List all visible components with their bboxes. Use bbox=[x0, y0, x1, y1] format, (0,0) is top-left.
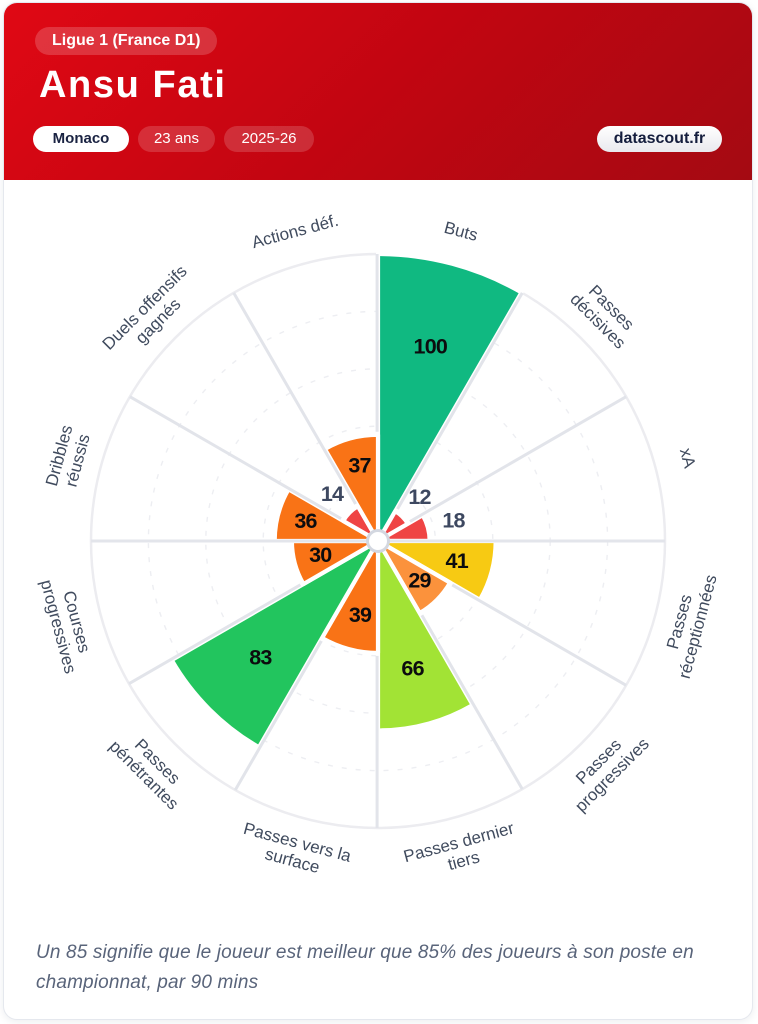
svg-text:Duels offensifsgagnés: Duels offensifsgagnés bbox=[99, 262, 205, 368]
svg-text:Buts: Buts bbox=[442, 218, 480, 245]
svg-text:36: 36 bbox=[294, 509, 317, 533]
svg-text:Passesdécisives: Passesdécisives bbox=[566, 276, 642, 352]
svg-text:37: 37 bbox=[348, 454, 371, 478]
svg-text:39: 39 bbox=[349, 603, 372, 627]
svg-text:Passesprogressives: Passesprogressives bbox=[558, 721, 653, 816]
svg-text:Dribblesréussis: Dribblesréussis bbox=[42, 423, 95, 493]
svg-text:66: 66 bbox=[401, 657, 424, 681]
svg-text:41: 41 bbox=[446, 549, 469, 573]
svg-text:Passes derniertiers: Passes derniertiers bbox=[402, 818, 522, 884]
svg-text:Passesréceptionnées: Passesréceptionnées bbox=[656, 568, 720, 681]
svg-text:100: 100 bbox=[414, 335, 448, 359]
svg-text:14: 14 bbox=[321, 482, 344, 506]
svg-text:30: 30 bbox=[309, 543, 332, 567]
svg-text:Coursesprogressives: Coursesprogressives bbox=[37, 573, 99, 676]
svg-text:Actions déf.: Actions déf. bbox=[250, 211, 341, 252]
svg-text:83: 83 bbox=[249, 646, 272, 670]
svg-text:xA: xA bbox=[676, 446, 700, 471]
svg-text:29: 29 bbox=[408, 569, 431, 593]
svg-text:18: 18 bbox=[442, 509, 465, 533]
svg-text:12: 12 bbox=[408, 485, 431, 509]
svg-text:Passes vers lasurface: Passes vers lasurface bbox=[236, 819, 353, 884]
svg-text:Passespénétrantes: Passespénétrantes bbox=[105, 723, 195, 813]
